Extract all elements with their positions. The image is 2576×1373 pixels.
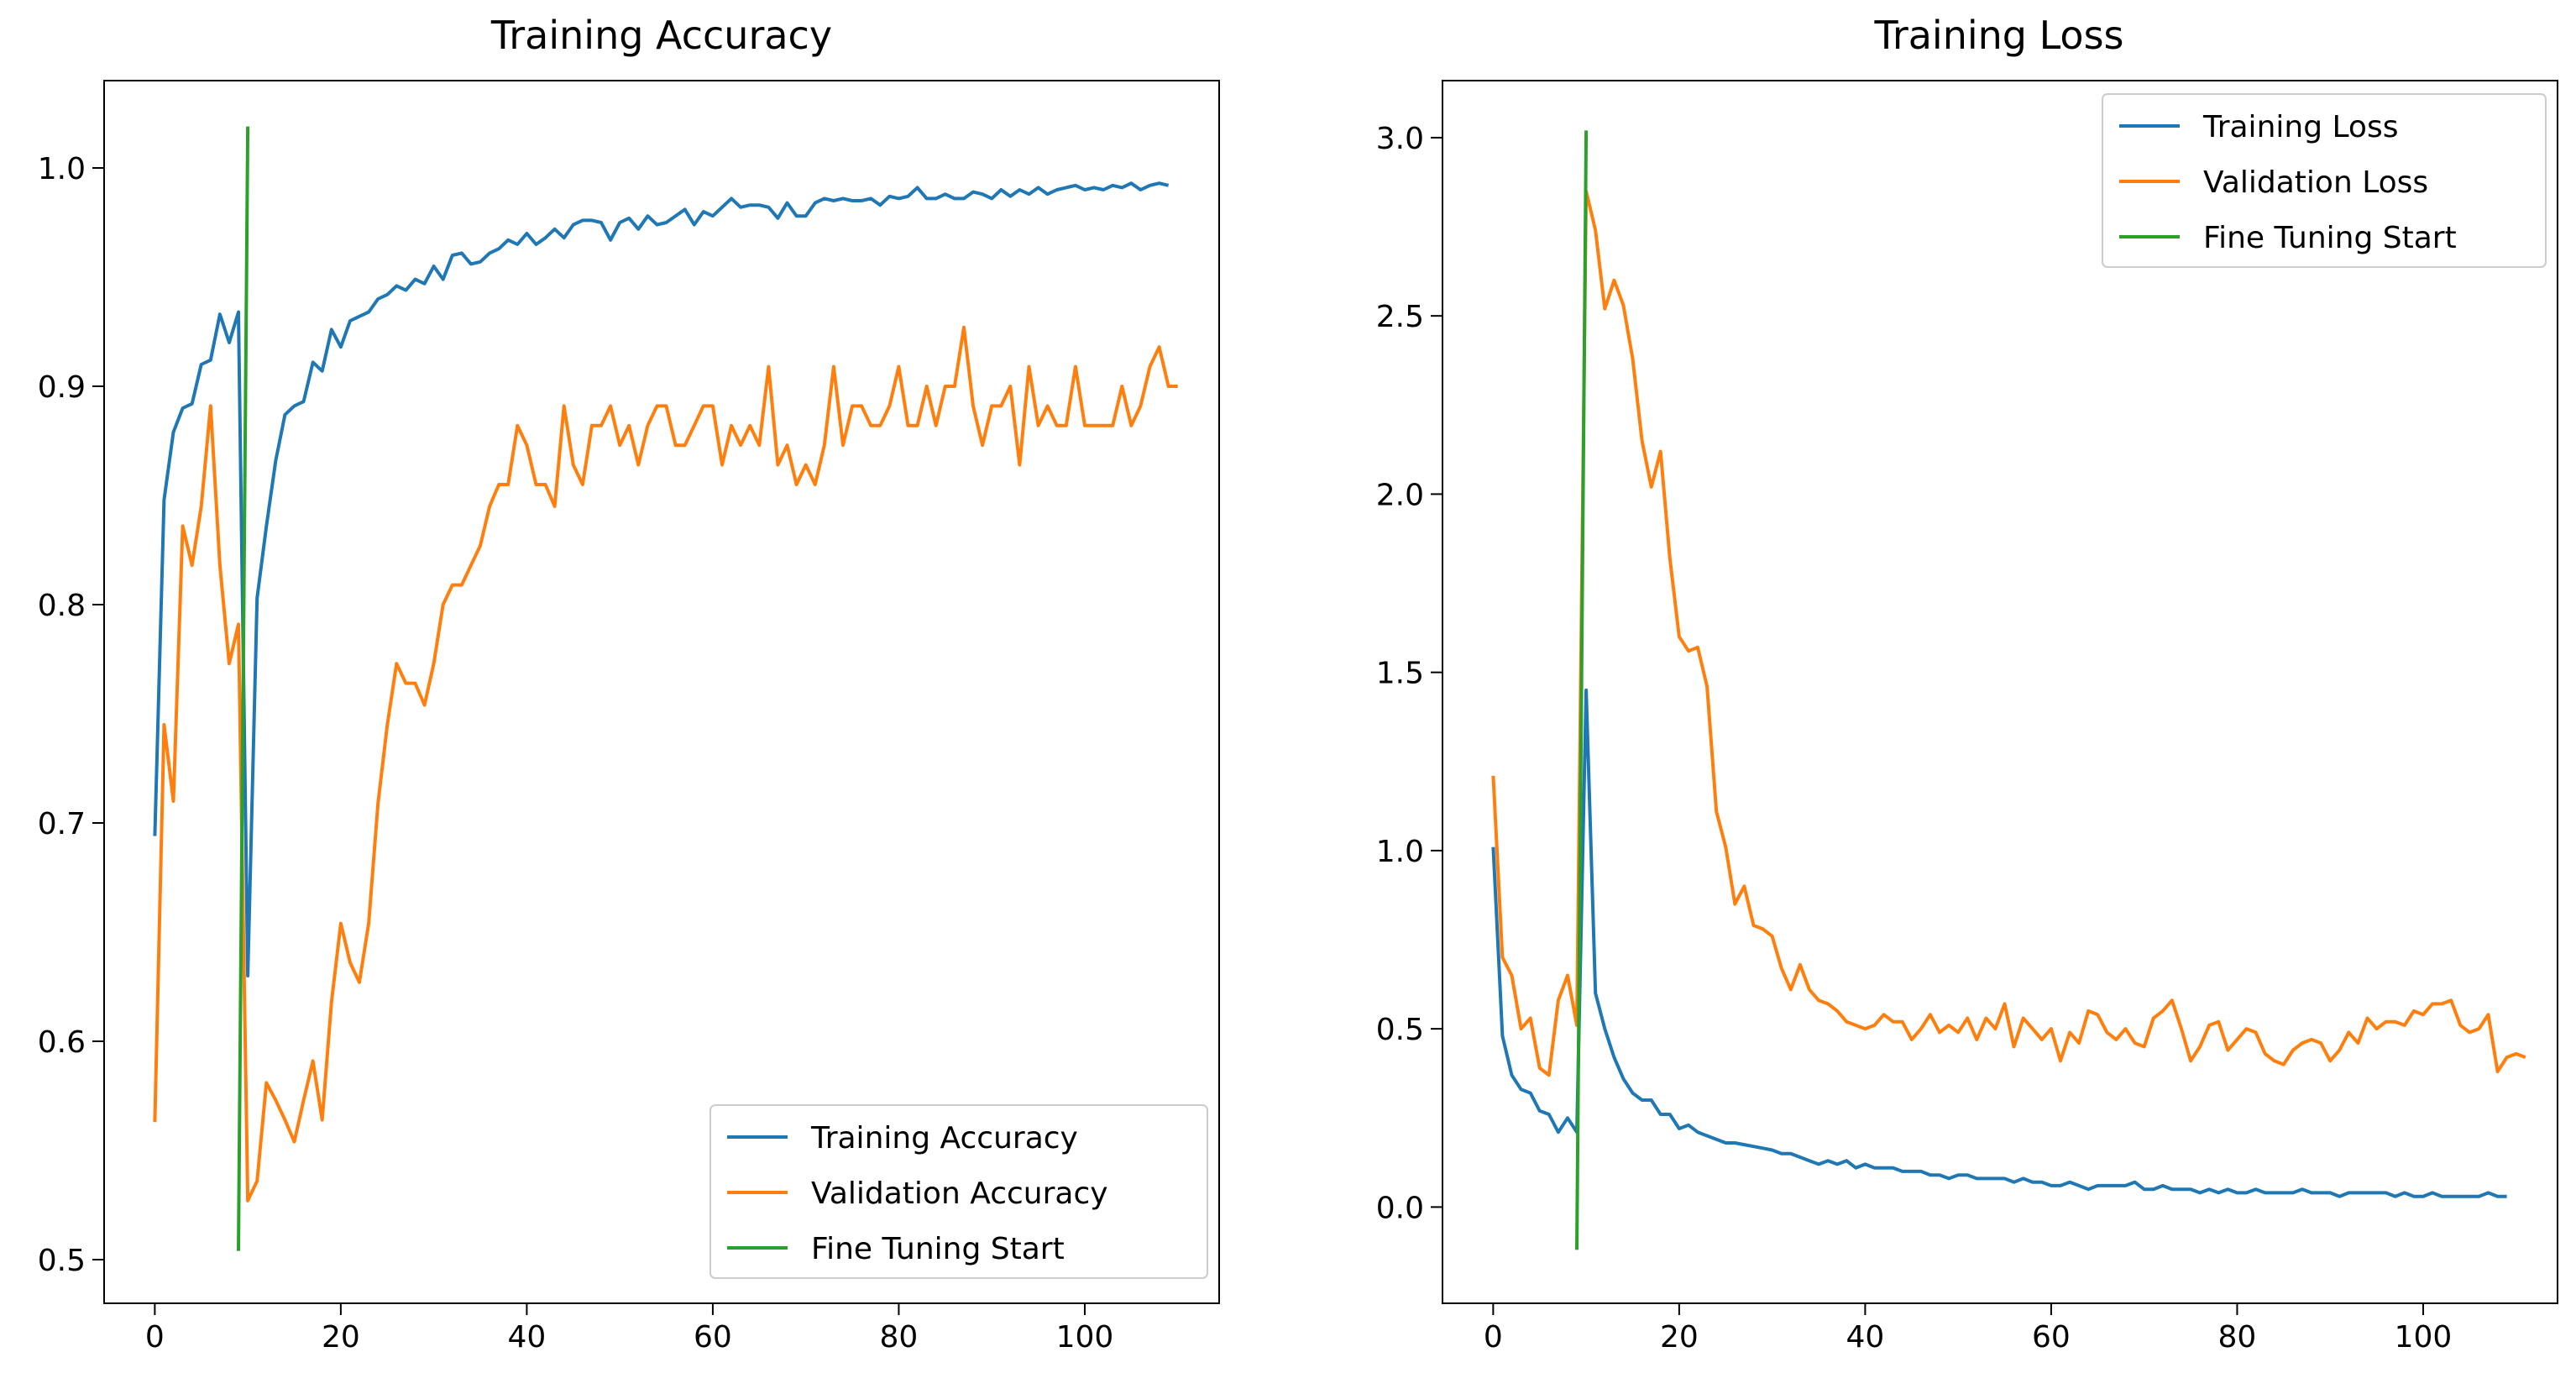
legend: Training Accuracy Validation Accuracy Fine… <box>709 1104 1208 1279</box>
y-tick-label: 0.5 <box>1376 1013 1424 1047</box>
legend-label: Training Accuracy <box>810 1121 1078 1156</box>
x-axis: 0 20 40 60 80 100 <box>1484 1303 2452 1355</box>
y-tick-label: 0.0 <box>1376 1191 1424 1225</box>
y-tick-label: 0.6 <box>38 1025 86 1060</box>
y-tick-label: 1.0 <box>38 152 86 186</box>
legend-label: Fine Tuning Start <box>2203 221 2457 255</box>
y-tick-label: 0.5 <box>38 1244 86 1278</box>
x-tick-label: 60 <box>2032 1320 2071 1355</box>
y-tick-label: 1.5 <box>1376 657 1424 691</box>
series-line-fine-tuning-start <box>1575 130 1589 1250</box>
x-tick-label: 20 <box>1660 1320 1699 1355</box>
legend-box <box>2102 93 2547 268</box>
series-line-training-accuracy <box>153 181 1170 977</box>
legend-label: Validation Loss <box>2203 165 2428 200</box>
axes-frame <box>103 80 1220 1304</box>
legend-label: Validation Accuracy <box>811 1176 1108 1211</box>
x-tick-label: 100 <box>1056 1320 1114 1355</box>
x-tick-label: 60 <box>694 1320 732 1355</box>
legend-label: Fine Tuning Start <box>811 1232 1065 1266</box>
y-tick-label: 0.7 <box>38 807 86 841</box>
y-tick-label: 3.0 <box>1376 122 1424 156</box>
accuracy-chart: Training Accuracy 0 20 40 60 80 100 0.5 0.6 0.7… <box>38 13 1220 1355</box>
series-line-validation-accuracy <box>153 325 1178 1203</box>
x-tick-label: 80 <box>880 1320 919 1355</box>
x-axis: 0 20 40 60 80 100 <box>145 1303 1113 1355</box>
plot-area <box>153 126 1178 1251</box>
loss-chart: Training Loss 0 20 40 60 80 100 0.0 0.5 1.0 1.5 2… <box>1376 13 2558 1355</box>
y-tick-label: 0.8 <box>38 589 86 623</box>
x-tick-label: 40 <box>1846 1320 1884 1355</box>
plot-area <box>1491 130 2526 1250</box>
x-tick-label: 80 <box>2218 1320 2257 1355</box>
x-tick-label: 20 <box>322 1320 360 1355</box>
y-axis: 0.5 0.6 0.7 0.8 0.9 1.0 <box>38 152 104 1278</box>
x-tick-label: 0 <box>145 1320 165 1355</box>
x-tick-label: 40 <box>507 1320 546 1355</box>
legend: Training Loss Validation Loss Fine Tuning … <box>2102 93 2547 268</box>
y-tick-label: 0.9 <box>38 370 86 405</box>
chart-title: Training Loss <box>1873 13 2123 58</box>
y-tick-label: 2.0 <box>1376 478 1424 512</box>
axes-frame <box>1442 80 2558 1304</box>
y-tick-label: 1.0 <box>1376 835 1424 869</box>
chart-title: Training Accuracy <box>490 13 832 58</box>
y-axis: 0.0 0.5 1.0 1.5 2.0 2.5 3.0 <box>1376 122 1442 1225</box>
legend-label: Training Loss <box>2202 110 2398 144</box>
legend-box <box>709 1104 1208 1279</box>
series-line-validation-loss <box>1491 189 2526 1077</box>
y-tick-label: 2.5 <box>1376 300 1424 334</box>
series-line-fine-tuning-start <box>237 126 250 1251</box>
series-line-training-loss <box>1491 688 2507 1198</box>
x-tick-label: 100 <box>2395 1320 2453 1355</box>
x-tick-label: 0 <box>1484 1320 1503 1355</box>
